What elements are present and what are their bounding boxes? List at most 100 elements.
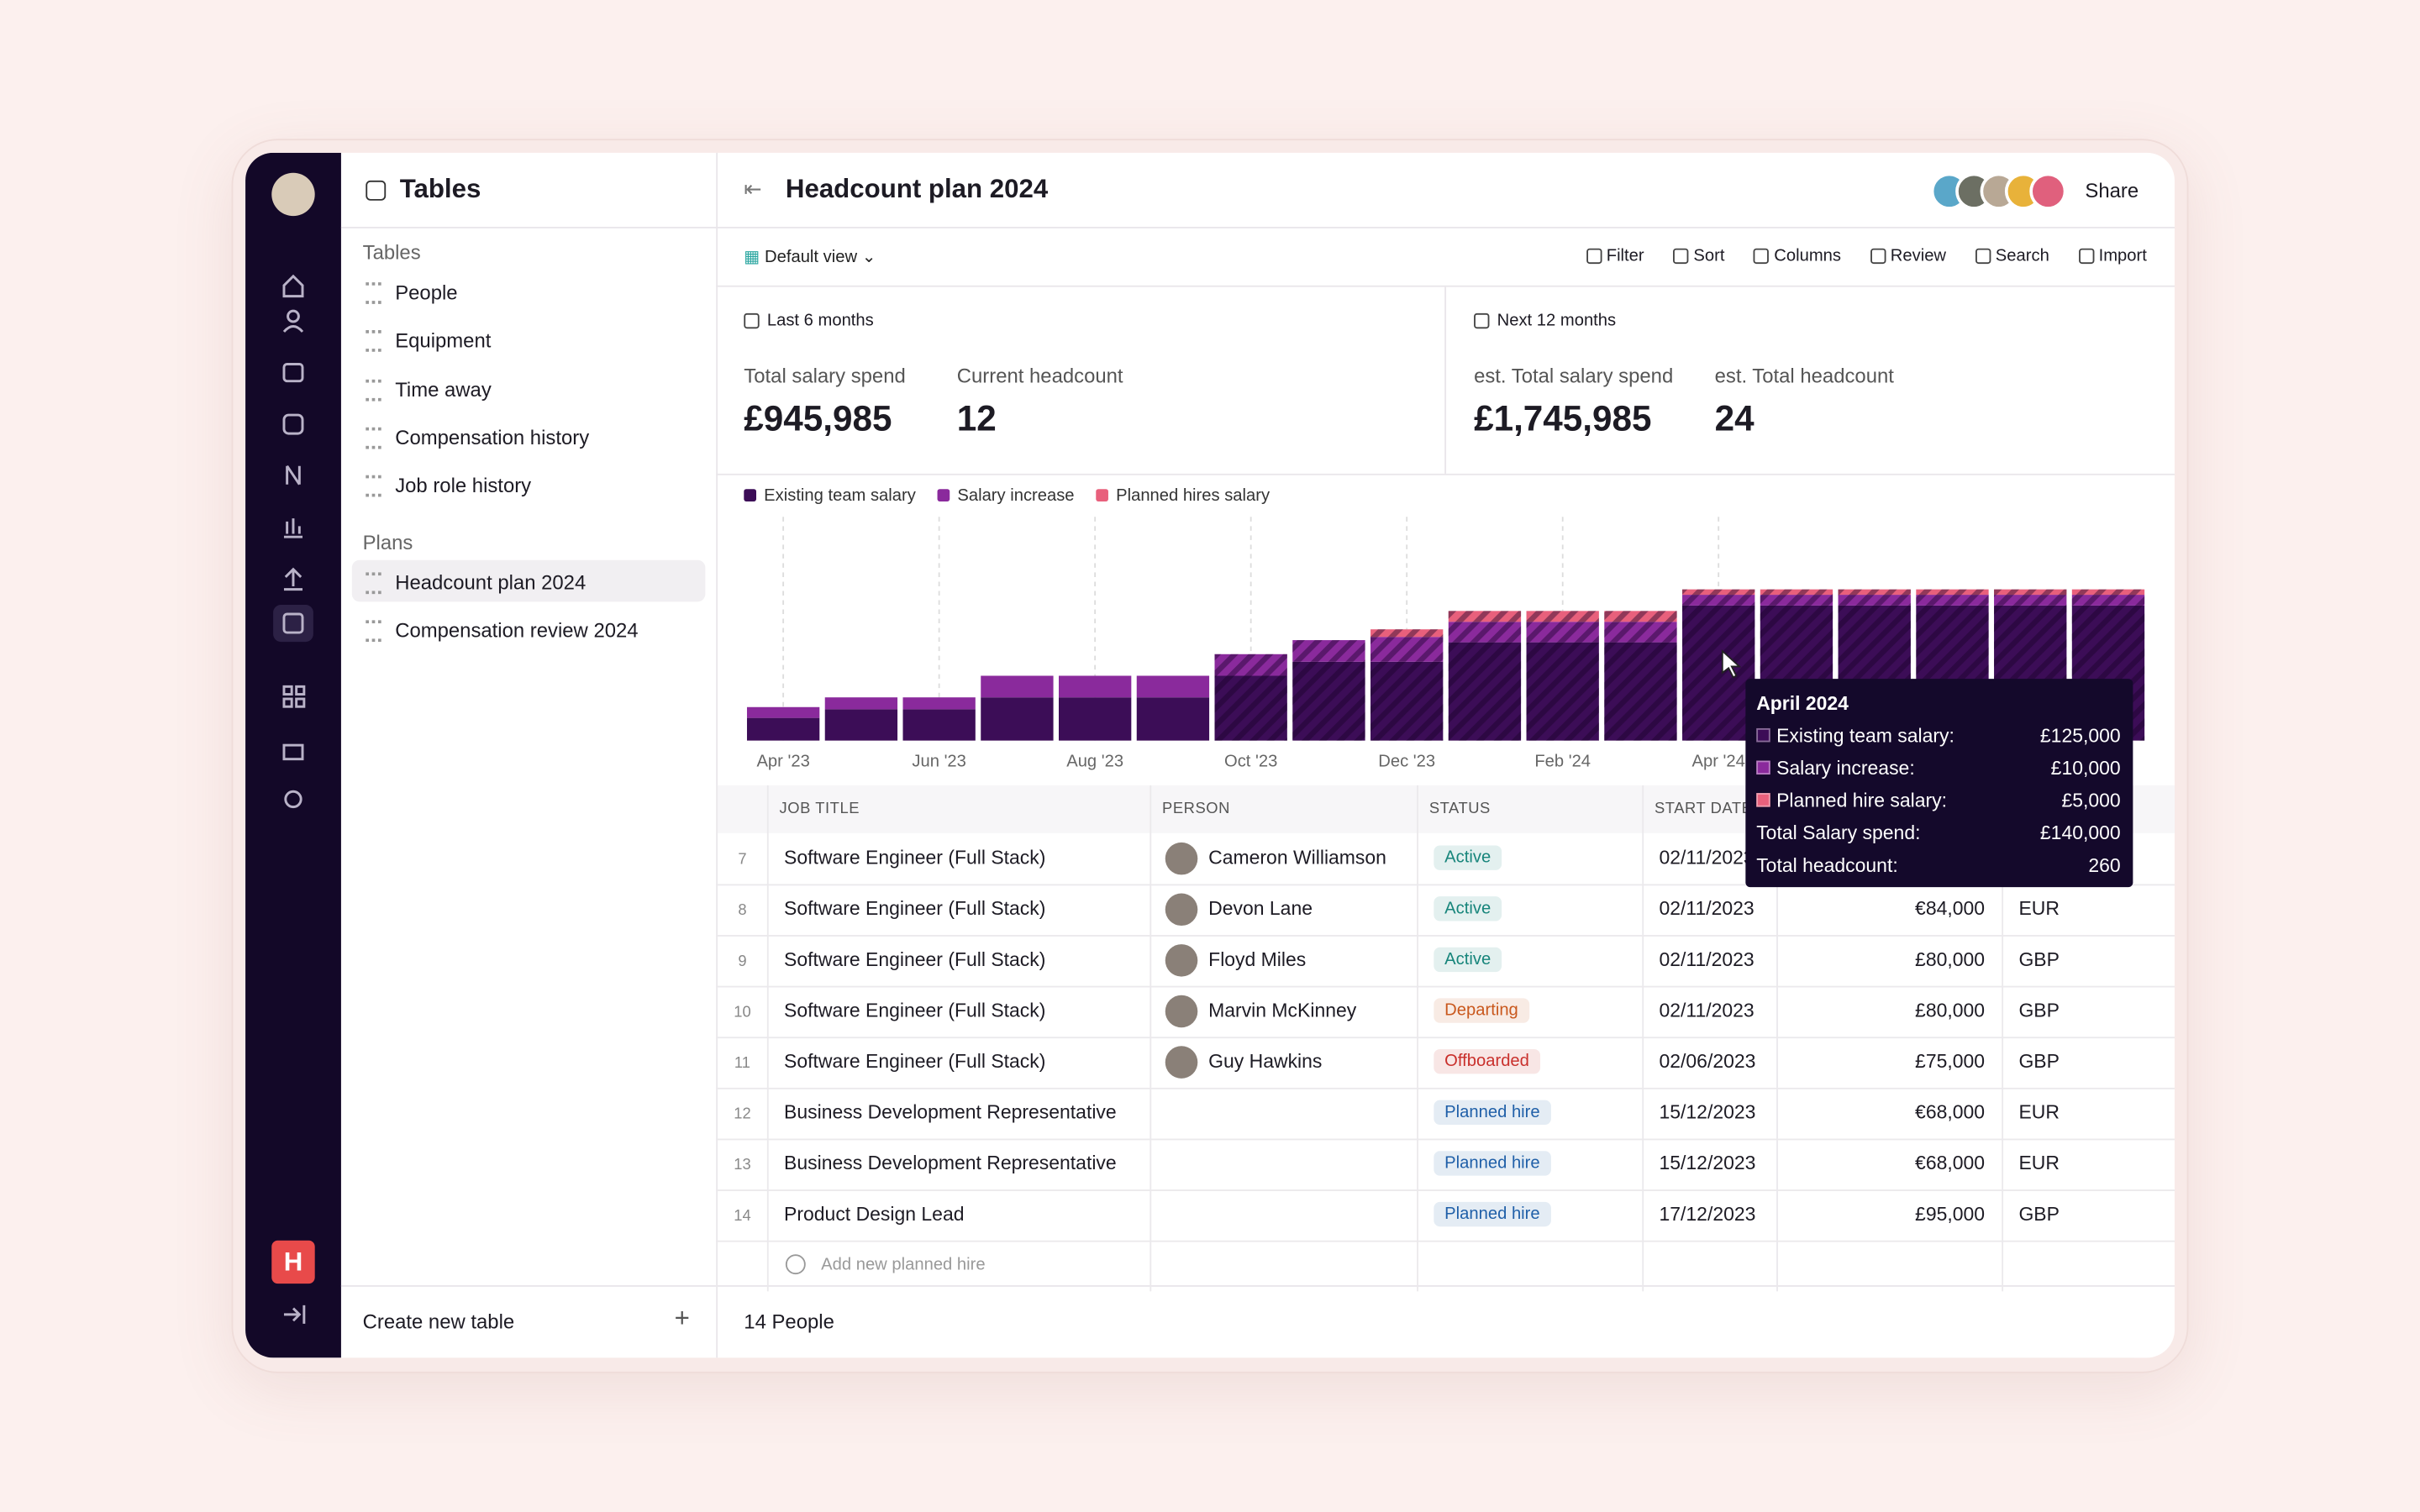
stat-value: 24 [1714,397,1754,438]
bar-hatch [1604,611,1677,622]
person-name: Devon Lane [1208,897,1313,920]
toolbar-divider [716,285,2175,287]
bar-segment [746,706,820,718]
table-cell: 02/11/2023 [1659,847,1754,869]
toolbar-action[interactable]: Columns [1754,247,1841,265]
salary-cell: £80,000 [1915,948,1986,971]
stat-label: Total salary spend [744,364,906,388]
bar-hatch [1838,595,1911,606]
add-row[interactable]: Add new planned hire [821,1256,986,1275]
person-avatar [1165,1046,1198,1079]
tooltip-value: £125,000 [2039,725,2121,747]
bar-segment [746,717,820,741]
toolbar-actions: Filter Sort Columns Review Search Import [1586,247,2147,265]
legend-label: Planned hires salary [1116,486,1270,505]
row-number: 8 [738,902,747,920]
panel-icon [366,180,387,201]
table-cell: Business Development Representative [784,1101,1117,1124]
status-badge: Planned hire [1434,1201,1551,1227]
panel-divider [716,152,718,1358]
tooltip-swatch [1756,727,1770,743]
row-number: 13 [734,1157,751,1174]
item-icon [366,330,381,353]
share-button[interactable]: Share [2085,179,2139,202]
action-icon [1975,248,1991,265]
bar-segment [1136,675,1210,698]
bar-hatch [2071,595,2145,606]
panel-item[interactable]: Equipment [395,328,492,353]
table-cell: GBP [2018,948,2060,971]
row-number: 7 [738,851,747,869]
panel-item[interactable]: Time away [395,377,492,401]
tooltip-title: April 2024 [1756,692,1849,715]
table-cell: Software Engineer (Full Stack) [784,1000,1046,1021]
x-tick-label: Oct '23 [1224,753,1277,771]
row-number: 14 [734,1208,751,1226]
tooltip-swatch [1756,793,1770,807]
view-selector[interactable]: ▦ Default view ⌄ [744,248,876,267]
bar-hatch [1682,605,1755,741]
bar-hatch [1916,589,1989,596]
tooltip-label: Total headcount: [1756,854,1898,877]
table-cell: Software Engineer (Full Stack) [784,1050,1046,1073]
selected-item [351,559,706,602]
bar-segment [902,709,976,741]
person-avatar [1165,842,1198,875]
panel-item[interactable]: Job role history [395,474,532,497]
add-icon[interactable]: + [674,1304,690,1333]
panel-item[interactable]: Compensation review 2024 [395,618,639,642]
bar-hatch [1994,589,2067,596]
row-divider [716,1189,2175,1191]
period-selector[interactable]: Next 12 months [1497,312,1617,331]
table-cell: EUR [2018,1101,2060,1124]
column-header: JOB TITLE [779,801,860,818]
panel-item[interactable]: Headcount plan 2024 [395,570,587,594]
x-tick-label: Dec '23 [1378,753,1435,771]
row-divider [716,1240,2175,1242]
column-divider [766,785,769,1292]
bar-segment [1059,697,1132,741]
person-name: Marvin McKinney [1208,1000,1357,1021]
table-cell: 02/11/2023 [1659,948,1754,971]
tooltip-value: £10,000 [2050,757,2121,780]
action-icon [1754,248,1770,265]
table-cell: 15/12/2023 [1659,1101,1756,1124]
person-name: Floyd Miles [1208,948,1307,971]
toolbar-action[interactable]: Filter [1586,247,1644,265]
row-divider [716,1138,2175,1141]
stat-value: £945,985 [744,397,892,438]
calendar-icon [1474,312,1490,329]
panel-title: Tables [399,174,481,204]
add-icon[interactable] [785,1254,806,1275]
x-tick-label: Apr '24 [1692,753,1745,771]
view-name: Default view [765,248,858,267]
table-cell: Software Engineer (Full Stack) [784,948,1046,971]
toolbar-action[interactable]: Review [1870,247,1946,265]
row-number: 9 [738,953,747,971]
status-badge: Active [1434,896,1502,921]
x-tick-label: Jun '23 [912,753,965,771]
tooltip-label: Planned hire salary: [1776,790,1948,812]
page-title: Headcount plan 2024 [785,174,1049,204]
toolbar-action[interactable]: Import [2078,247,2147,265]
legend-label: Salary increase [957,486,1074,505]
status-badge: Active [1434,845,1502,870]
table-cell: 02/11/2023 [1659,897,1754,920]
tooltip-label: Salary increase: [1776,757,1915,780]
table-cell: EUR [2018,1152,2060,1174]
bar-hatch [1994,595,2067,606]
toolbar-action[interactable]: Sort [1673,247,1724,265]
bar-hatch [1214,675,1287,741]
toolbar-action[interactable]: Search [1975,247,2049,265]
bar-hatch [2071,589,2145,596]
period-selector[interactable]: Last 6 months [766,312,874,331]
panel-item[interactable]: People [395,281,458,304]
row-divider [716,884,2175,886]
bar-hatch [1760,595,1833,606]
panel-item[interactable]: Compensation history [395,425,590,449]
column-divider [716,785,718,1292]
table-cell: 02/11/2023 [1659,1000,1754,1021]
create-table[interactable]: Create new table [362,1310,515,1333]
stat-value: 12 [956,397,997,438]
